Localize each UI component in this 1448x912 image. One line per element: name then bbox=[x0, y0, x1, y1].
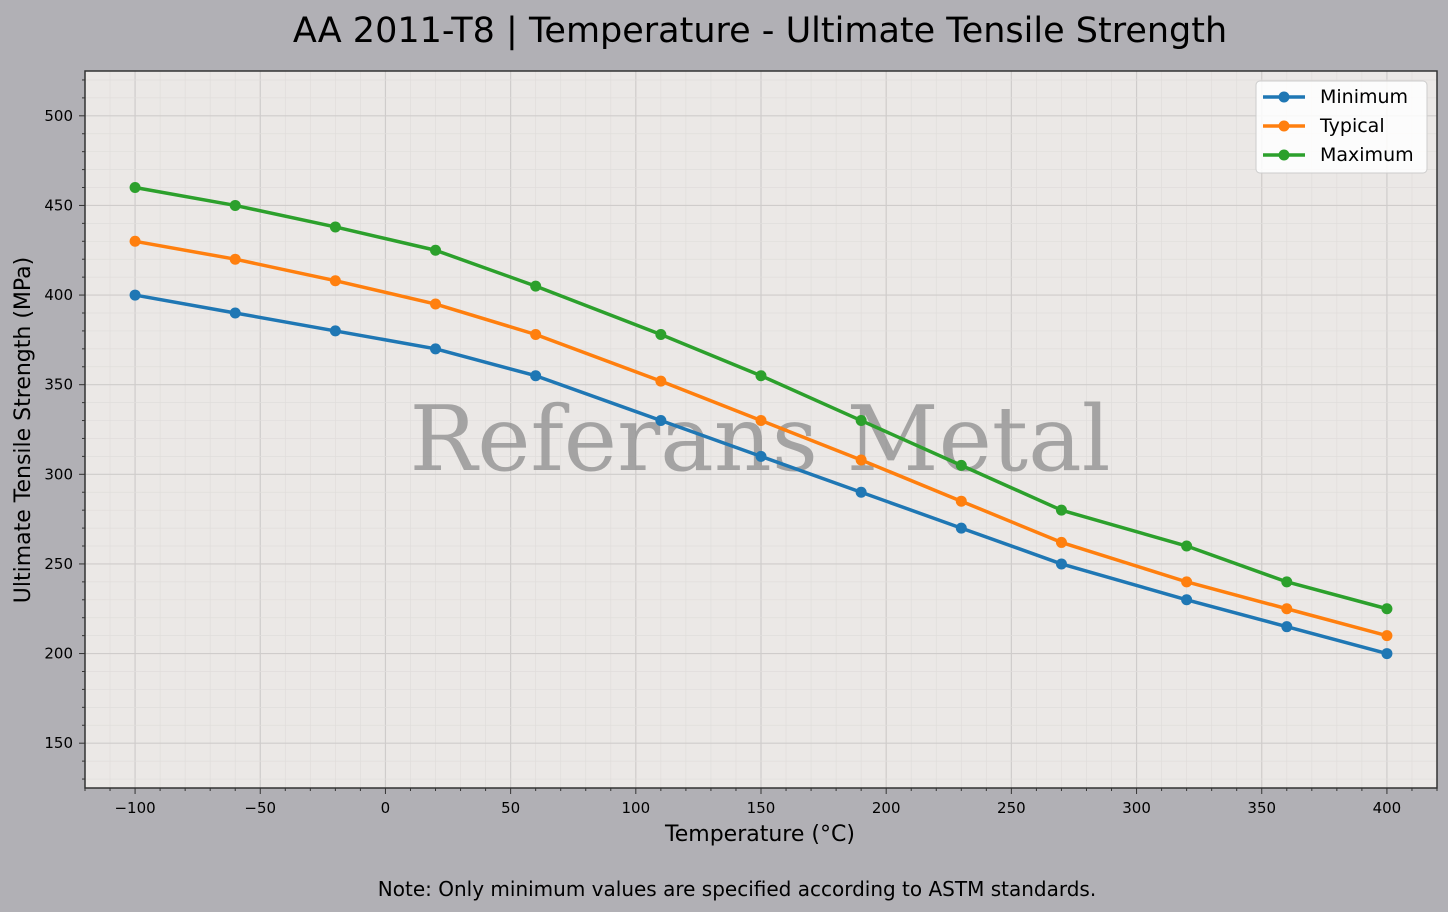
data-point bbox=[129, 182, 141, 194]
data-point bbox=[1181, 540, 1193, 552]
data-point bbox=[755, 370, 767, 382]
data-point bbox=[329, 325, 341, 337]
data-point bbox=[855, 415, 867, 427]
data-point bbox=[1381, 630, 1393, 642]
legend-box bbox=[1255, 80, 1428, 174]
legend-label: Minimum bbox=[1320, 86, 1408, 108]
x-tick-label: 400 bbox=[1373, 799, 1402, 817]
y-tick-label: 150 bbox=[44, 734, 73, 752]
legend-marker bbox=[1278, 91, 1290, 103]
data-point bbox=[530, 370, 542, 382]
data-point bbox=[229, 199, 241, 211]
x-tick-label: −100 bbox=[114, 799, 155, 817]
y-tick-label: 200 bbox=[44, 645, 73, 663]
data-point bbox=[129, 289, 141, 301]
data-point bbox=[329, 221, 341, 233]
x-tick-label: 300 bbox=[1122, 799, 1151, 817]
data-point bbox=[855, 486, 867, 498]
data-point bbox=[530, 280, 542, 292]
x-tick-label: 350 bbox=[1247, 799, 1276, 817]
legend-marker bbox=[1278, 149, 1290, 161]
data-point bbox=[755, 450, 767, 462]
series-minimum bbox=[129, 289, 1393, 660]
data-point bbox=[430, 244, 442, 256]
x-tick-label: 0 bbox=[381, 799, 391, 817]
x-tick-label: 50 bbox=[501, 799, 520, 817]
data-point bbox=[430, 343, 442, 355]
data-point bbox=[955, 522, 967, 534]
data-point bbox=[1181, 576, 1193, 588]
note: Note: Only minimum values are specified … bbox=[378, 877, 1096, 901]
data-point bbox=[955, 495, 967, 507]
chart-title: AA 2011-T8 | Temperature - Ultimate Tens… bbox=[293, 11, 1227, 51]
x-axis-label: Temperature (°C) bbox=[664, 822, 855, 847]
data-point bbox=[1055, 558, 1067, 570]
data-point bbox=[655, 375, 667, 387]
data-point bbox=[1055, 504, 1067, 516]
data-point bbox=[1181, 594, 1193, 606]
y-axis-label: Ultimate Tensile Strength (MPa) bbox=[11, 257, 36, 603]
y-tick-label: 400 bbox=[44, 286, 73, 304]
legend: Minimum Typical Maximum bbox=[1255, 80, 1428, 174]
series-maximum bbox=[129, 182, 1393, 615]
y-tick-label: 500 bbox=[44, 107, 73, 125]
y-tick-label: 300 bbox=[44, 465, 73, 483]
data-point bbox=[530, 328, 542, 340]
data-point bbox=[129, 235, 141, 247]
legend-marker bbox=[1278, 120, 1290, 132]
data-point bbox=[955, 459, 967, 471]
data-point bbox=[1381, 603, 1393, 615]
data-point bbox=[655, 415, 667, 427]
x-tick-label: 100 bbox=[621, 799, 650, 817]
x-tick-label: 150 bbox=[747, 799, 776, 817]
data-point bbox=[1281, 603, 1293, 615]
data-point bbox=[229, 253, 241, 265]
y-tick-label: 250 bbox=[44, 555, 73, 573]
y-tick-label: 350 bbox=[44, 376, 73, 394]
data-point bbox=[430, 298, 442, 310]
data-point bbox=[329, 275, 341, 287]
series-layer bbox=[129, 182, 1393, 660]
x-tick-label: 200 bbox=[872, 799, 901, 817]
data-point bbox=[855, 454, 867, 466]
ticks: −100 −50 0 50 100 150 200 250 300 350 400 150 200 250… bbox=[44, 79, 1438, 817]
data-point bbox=[655, 328, 667, 340]
legend-label: Maximum bbox=[1320, 144, 1414, 166]
data-point bbox=[1381, 648, 1393, 660]
data-point bbox=[1055, 536, 1067, 548]
x-tick-label: −50 bbox=[244, 799, 276, 817]
x-tick-label: 250 bbox=[997, 799, 1026, 817]
data-point bbox=[755, 415, 767, 427]
data-point bbox=[1281, 576, 1293, 588]
data-point bbox=[229, 307, 241, 319]
series-typical bbox=[129, 235, 1393, 642]
watermark: Referans Metal bbox=[409, 387, 1110, 492]
data-point bbox=[1281, 621, 1293, 633]
legend-label: Typical bbox=[1319, 115, 1385, 137]
y-tick-label: 450 bbox=[44, 196, 73, 214]
